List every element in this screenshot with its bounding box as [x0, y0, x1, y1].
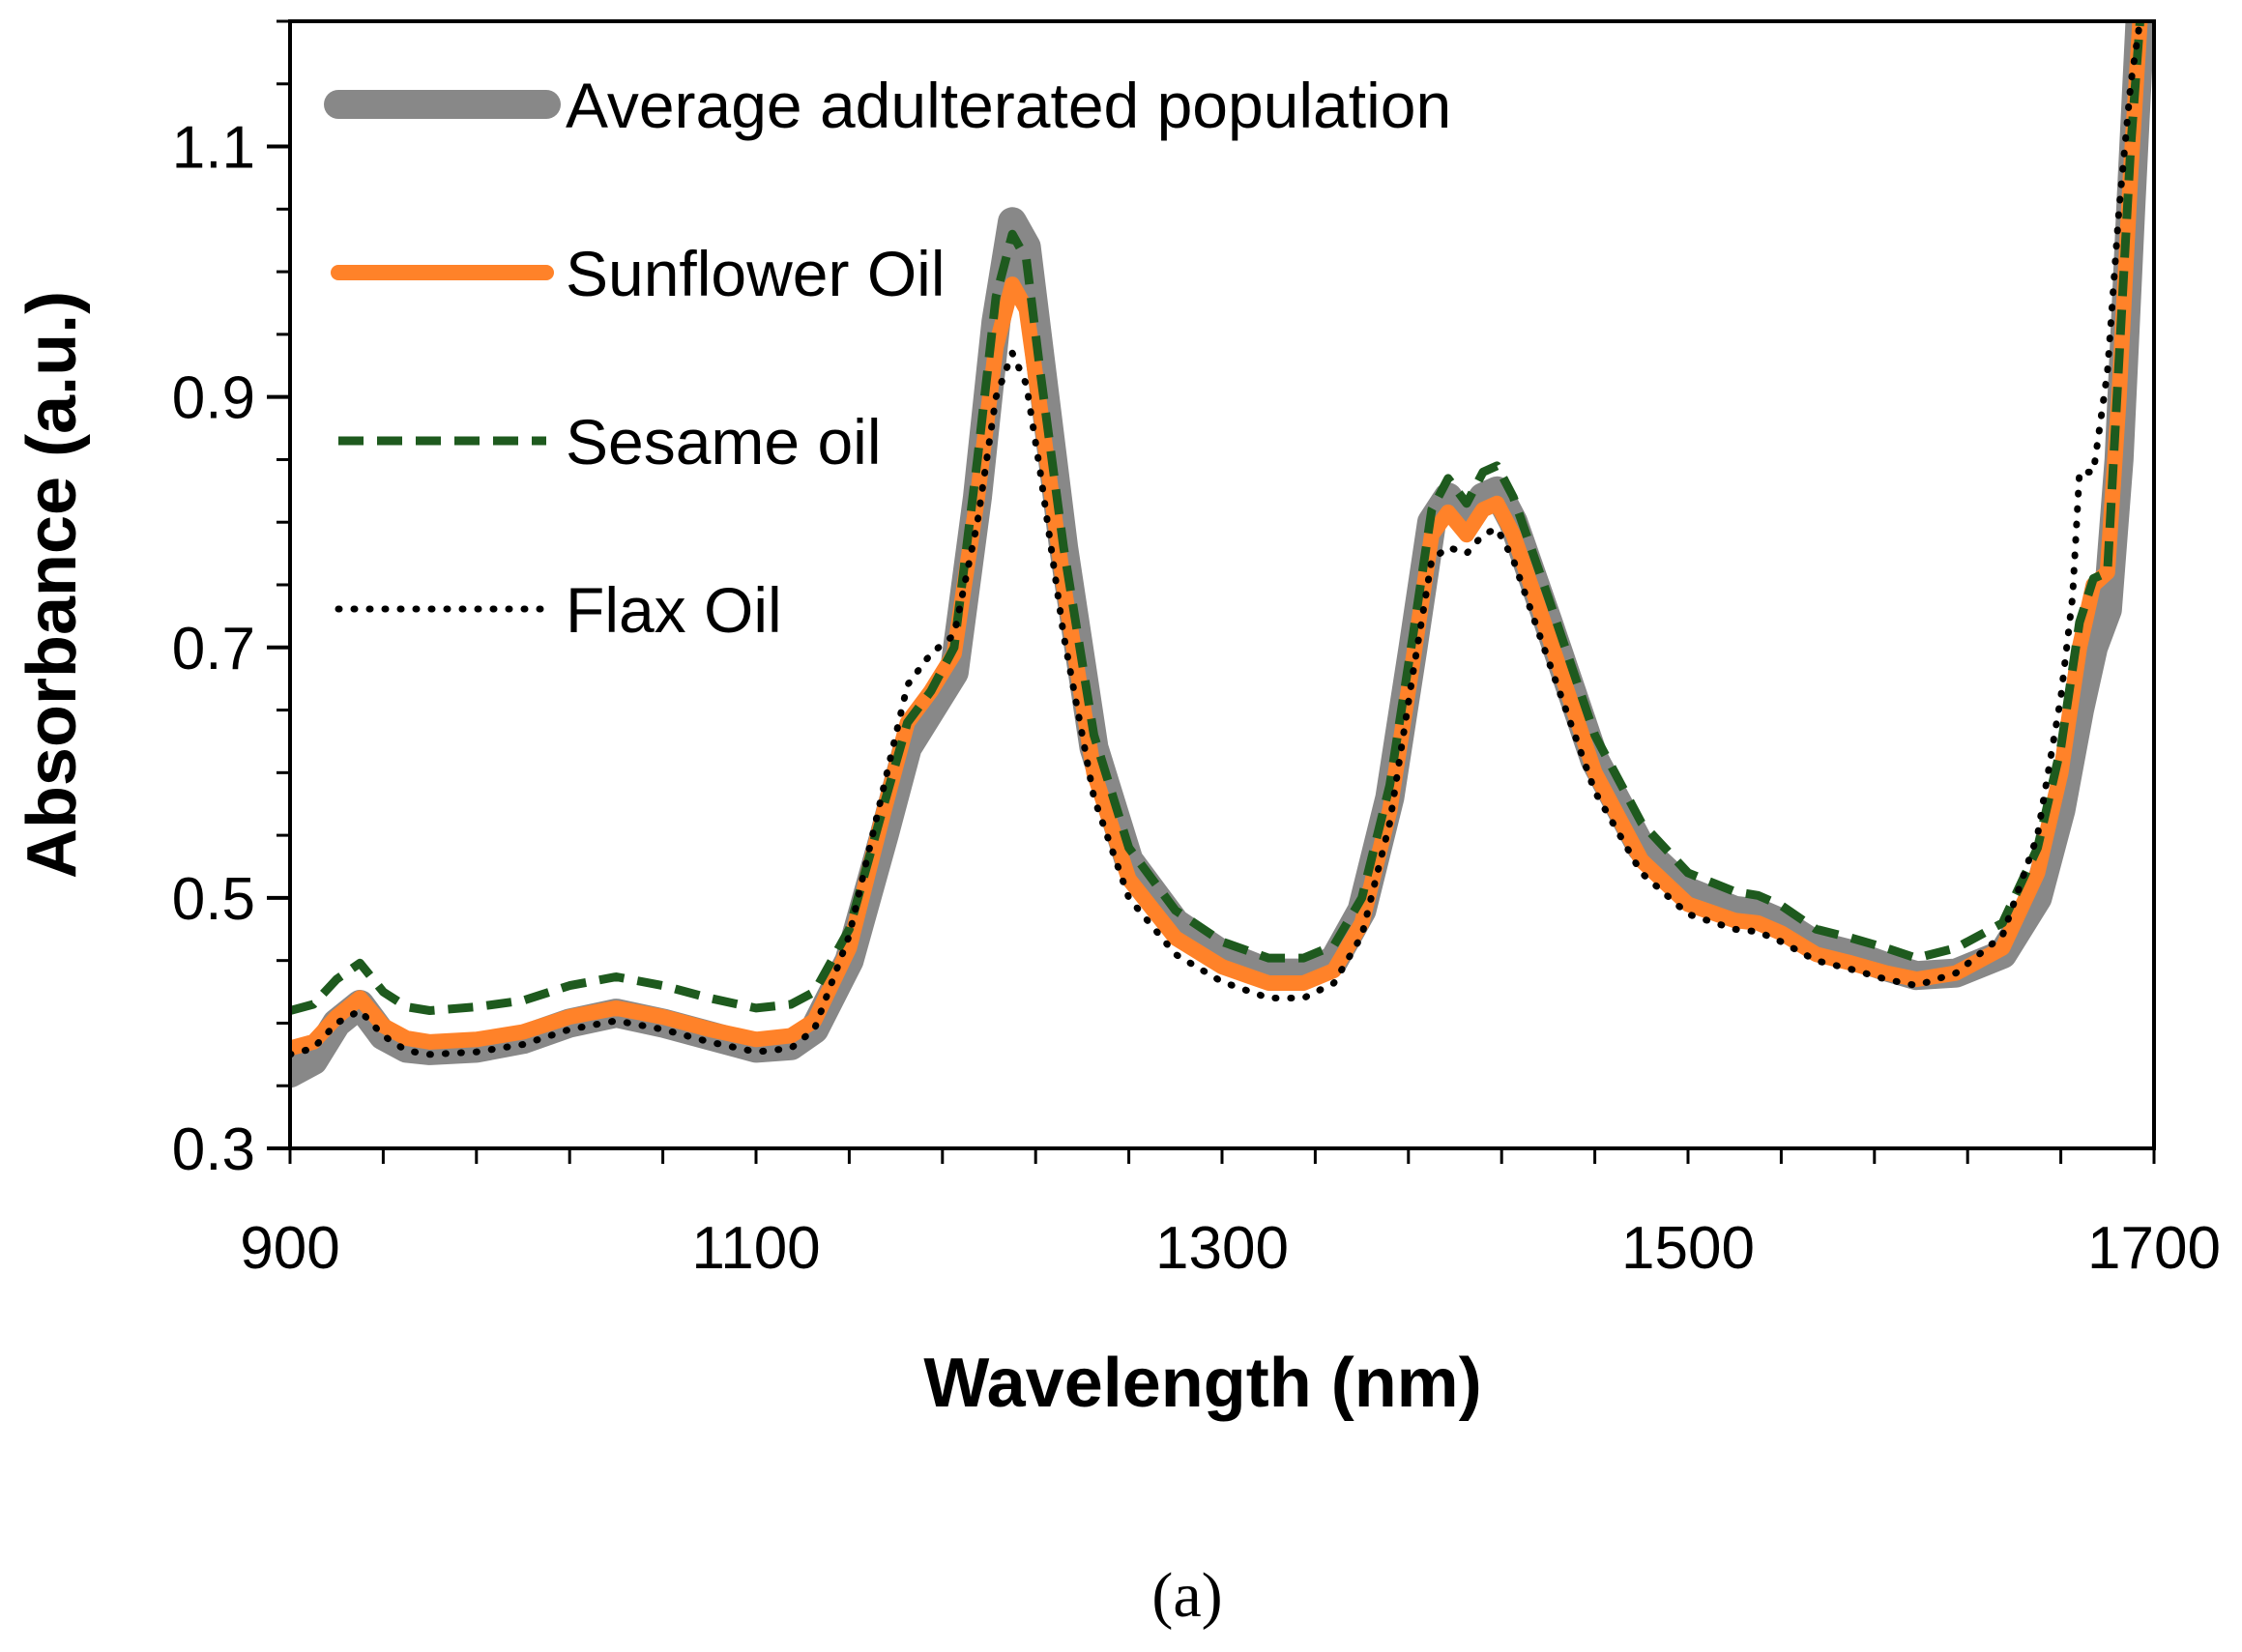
- x-tick-label: 1300: [1155, 1215, 1289, 1282]
- legend-label: Average adulterated population: [566, 70, 1451, 141]
- series-line-flax-oil: [290, 21, 2143, 1058]
- legend-label: Sesame oil: [566, 406, 882, 478]
- series-line-sesame-oil: [290, 21, 2144, 1015]
- legend-label: Flax Oil: [566, 574, 782, 646]
- x-tick-label: 1100: [691, 1215, 820, 1282]
- x-axis-title: Wavelength (nm): [923, 1345, 1481, 1422]
- y-tick-label: 0.3: [172, 1116, 255, 1183]
- y-tick-label: 1.1: [172, 115, 255, 182]
- axes: 0.3 0.5 0.7 0.9 1.1 900 1100 1300 1500 1700: [172, 19, 2221, 1282]
- y-tick-label: 0.5: [172, 866, 255, 933]
- y-tick-label: 0.7: [172, 616, 255, 682]
- plot-lines: [290, 21, 2154, 1088]
- legend-label: Sunflower Oil: [566, 238, 946, 309]
- x-tick-label: 1700: [2087, 1215, 2221, 1282]
- figure-caption: (a): [1151, 1560, 1222, 1631]
- x-tick-label: 1500: [1621, 1215, 1755, 1282]
- x-tick-label: 900: [240, 1215, 339, 1282]
- y-axis-title: Absorbance (a.u.): [14, 291, 91, 879]
- y-tick-label: 0.9: [172, 365, 255, 432]
- series-line-average-adulterated-population: [290, 21, 2154, 1088]
- legend: Average adulterated population Sunflower …: [324, 70, 1451, 646]
- series-line-sunflower-oil: [290, 21, 2148, 1057]
